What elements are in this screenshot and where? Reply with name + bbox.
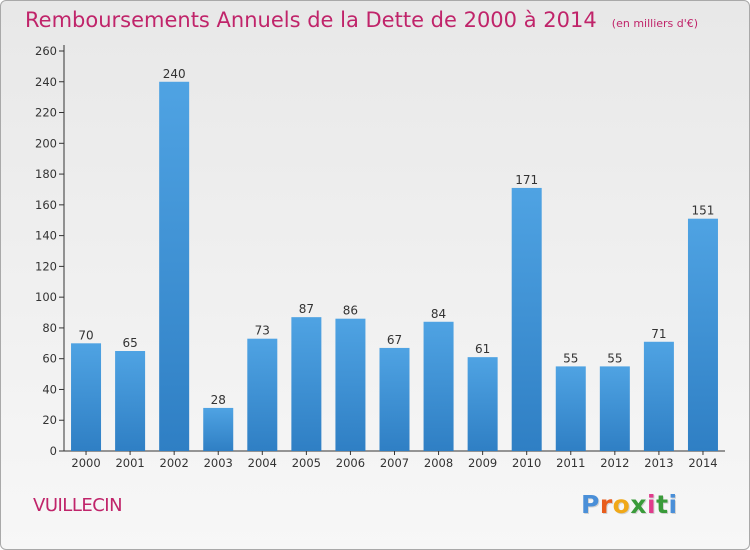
bar-value-label: 240 xyxy=(163,67,186,81)
y-tick-label: 120 xyxy=(35,259,57,273)
x-tick-label: 2014 xyxy=(688,456,717,470)
bar-value-label: 86 xyxy=(343,304,358,318)
logo-letter: o xyxy=(612,490,631,519)
y-tick-label: 180 xyxy=(35,167,57,181)
logo-letter: i xyxy=(668,490,678,519)
bar xyxy=(511,187,542,451)
bar xyxy=(71,343,102,451)
logo-letter: r xyxy=(599,490,613,519)
y-tick-label: 20 xyxy=(42,413,57,427)
bar xyxy=(379,347,410,451)
bar-value-label: 28 xyxy=(211,393,226,407)
x-tick-label: 2000 xyxy=(71,456,100,470)
x-tick-label: 2007 xyxy=(380,456,409,470)
bar-value-label: 70 xyxy=(78,328,93,342)
chart-title-text: Remboursements Annuels de la Dette de 20… xyxy=(25,8,597,32)
commune-name: VUILLECIN xyxy=(33,495,123,516)
bar-value-label: 151 xyxy=(692,204,715,218)
y-tick-label: 260 xyxy=(35,44,57,58)
x-tick-label: 2001 xyxy=(115,456,144,470)
bar xyxy=(203,407,234,451)
y-tick-label: 60 xyxy=(42,352,57,366)
y-tick-label: 240 xyxy=(35,75,57,89)
x-tick-label: 2009 xyxy=(468,456,497,470)
bar-value-label: 61 xyxy=(475,342,490,356)
y-tick-label: 0 xyxy=(50,444,57,458)
x-tick-label: 2004 xyxy=(248,456,277,470)
bar xyxy=(159,81,190,452)
bar xyxy=(247,338,278,451)
logo-letter: t xyxy=(656,490,669,519)
bar-value-label: 87 xyxy=(299,302,314,316)
chart-unit-note: (en milliers d'€) xyxy=(611,17,699,30)
bar-value-label: 55 xyxy=(607,351,622,365)
bar-value-label: 171 xyxy=(515,173,538,187)
bar xyxy=(115,351,146,451)
logo-letter: P xyxy=(581,490,600,519)
logo-letter: i xyxy=(647,490,657,519)
y-tick-label: 160 xyxy=(35,198,57,212)
bar-value-label: 73 xyxy=(255,324,270,338)
y-tick-label: 100 xyxy=(35,290,57,304)
bar xyxy=(467,357,498,451)
y-tick-label: 40 xyxy=(42,382,57,396)
bar-value-label: 67 xyxy=(387,333,402,347)
bar xyxy=(643,341,674,451)
y-tick-label: 200 xyxy=(35,136,57,150)
x-tick-label: 2003 xyxy=(204,456,233,470)
x-tick-label: 2008 xyxy=(424,456,453,470)
bar xyxy=(335,318,366,451)
x-tick-label: 2012 xyxy=(600,456,629,470)
bar-value-label: 55 xyxy=(563,351,578,365)
x-tick-label: 2010 xyxy=(512,456,541,470)
x-tick-label: 2006 xyxy=(336,456,365,470)
x-tick-label: 2002 xyxy=(160,456,189,470)
bar-value-label: 71 xyxy=(651,327,666,341)
proxiti-logo: Proxiti xyxy=(581,490,678,519)
bar xyxy=(555,366,586,451)
chart-title: Remboursements Annuels de la Dette de 20… xyxy=(25,8,698,32)
y-tick-label: 140 xyxy=(35,229,57,243)
logo-letter: x xyxy=(630,490,647,519)
x-tick-label: 2011 xyxy=(556,456,585,470)
bar-value-label: 65 xyxy=(122,336,137,350)
bar xyxy=(423,321,454,451)
x-tick-label: 2013 xyxy=(644,456,673,470)
y-tick-label: 220 xyxy=(35,106,57,120)
x-tick-label: 2005 xyxy=(292,456,321,470)
bar-value-label: 84 xyxy=(431,307,446,321)
y-tick-label: 80 xyxy=(42,321,57,335)
bar xyxy=(291,317,322,451)
bar xyxy=(599,366,630,451)
bar xyxy=(687,218,718,451)
